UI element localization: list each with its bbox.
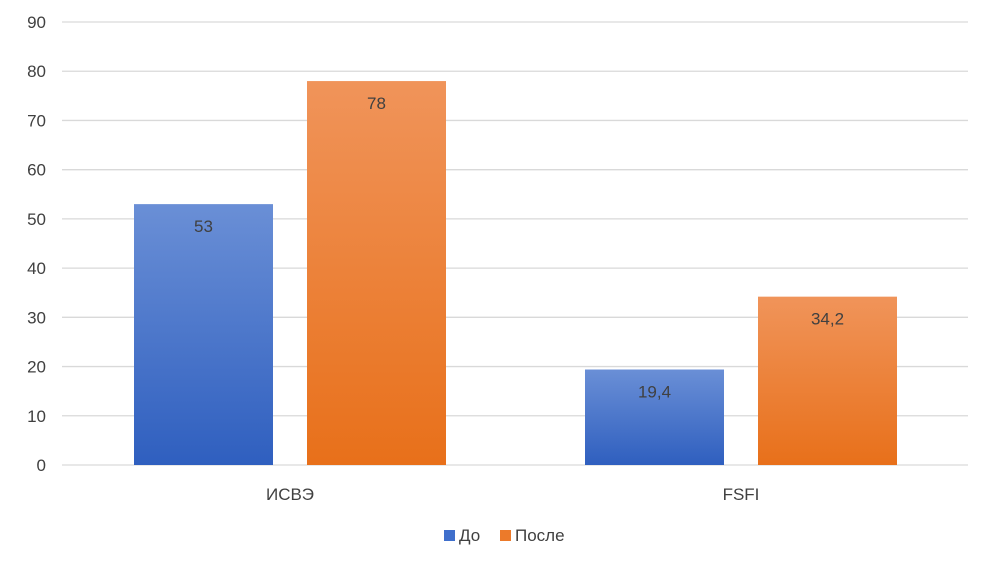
y-tick-label: 30: [27, 308, 46, 327]
y-tick-label: 50: [27, 210, 46, 229]
y-axis-ticks: 0 10 20 30 40 50 60 70 80 90: [27, 13, 46, 475]
data-labels: 53 78 19,4 34,2: [194, 94, 844, 401]
y-tick-label: 10: [27, 407, 46, 426]
y-tick-label: 40: [27, 259, 46, 278]
y-tick-label: 90: [27, 13, 46, 32]
legend-label: До: [459, 526, 480, 545]
x-category-label: ИСВЭ: [266, 485, 314, 504]
y-tick-label: 80: [27, 62, 46, 81]
bar-after-fsfi: [758, 296, 897, 465]
data-label: 19,4: [638, 383, 671, 402]
legend-swatch: [444, 530, 455, 541]
legend-label: После: [515, 526, 565, 545]
legend: До После: [444, 526, 565, 545]
data-label: 53: [194, 217, 213, 236]
y-tick-label: 0: [37, 456, 46, 475]
x-category-label: FSFI: [723, 485, 760, 504]
y-tick-label: 60: [27, 161, 46, 180]
bars: [134, 81, 897, 466]
x-axis-categories: ИСВЭ FSFI: [266, 485, 759, 504]
bar-before-isve: [134, 204, 273, 465]
data-label: 78: [367, 94, 386, 113]
y-tick-label: 70: [27, 111, 46, 130]
legend-swatch: [500, 530, 511, 541]
data-label: 34,2: [811, 310, 844, 329]
bar-after-isve: [307, 81, 446, 466]
y-tick-label: 20: [27, 358, 46, 377]
bar-before-fsfi: [585, 369, 724, 465]
